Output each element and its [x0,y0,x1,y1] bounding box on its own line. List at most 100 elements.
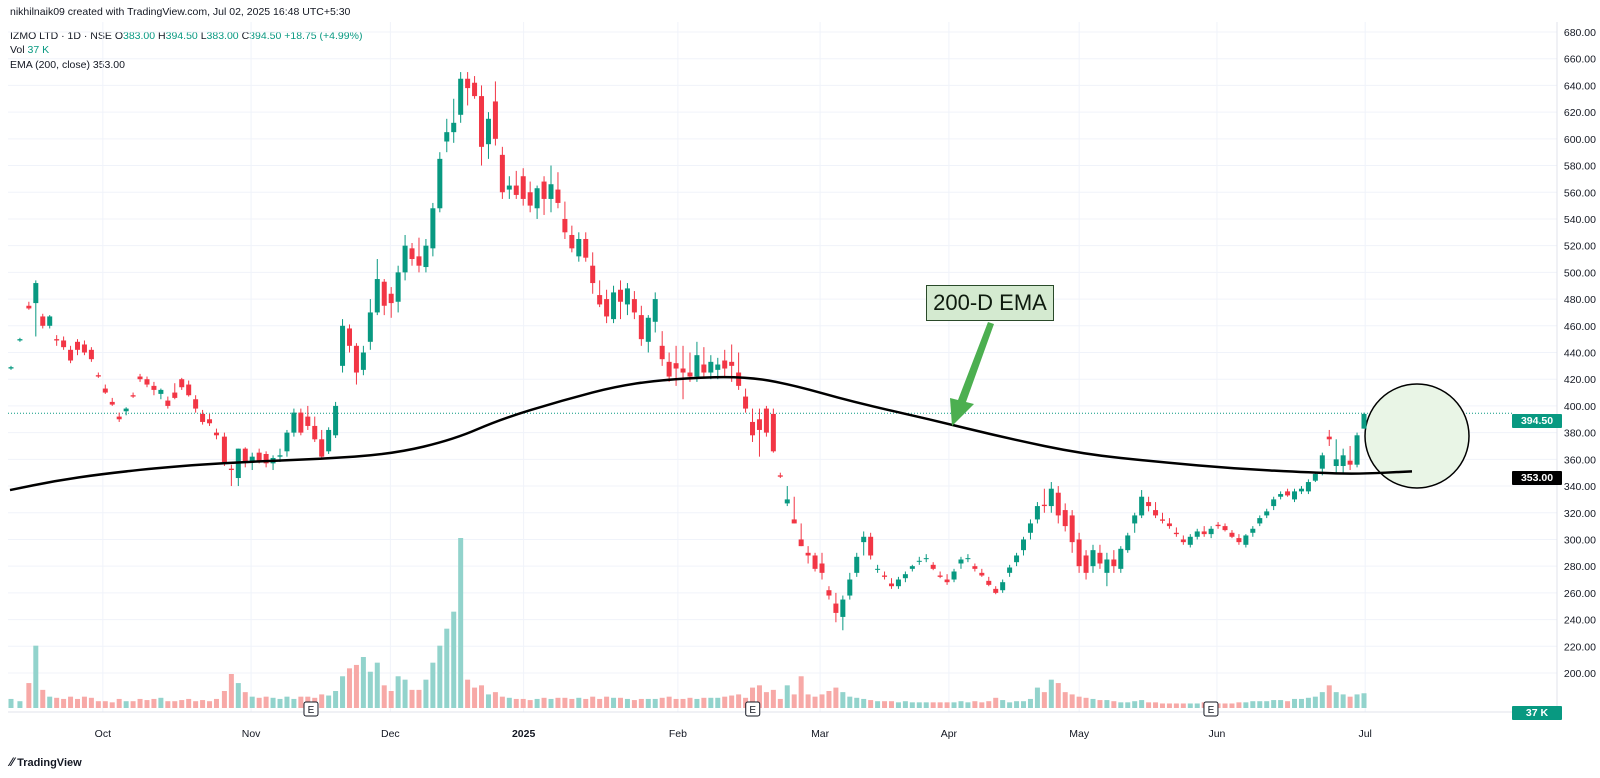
volume-bar [979,702,985,708]
candle-body [242,448,248,463]
volume-bar [1243,702,1249,708]
candle-body [1083,555,1089,573]
volume-bar [1305,697,1311,708]
volume-bar [8,698,14,708]
annotation-arrow-icon [950,322,994,426]
candle-body [1222,526,1228,531]
candle-body [409,248,415,260]
volume-bar [937,702,943,708]
candle-body [1292,491,1298,500]
price-tick-label: 680.00 [1564,27,1596,39]
ema-label: EMA (200, close) [10,59,90,71]
candle-body [854,556,860,573]
volume-bar [652,698,658,708]
candle-body [151,385,157,390]
price-tick-label: 260.00 [1564,588,1596,600]
candle-body [1153,510,1159,516]
candle-body [130,395,136,397]
candle-body [374,279,380,313]
price-tick-label: 360.00 [1564,454,1596,466]
candle-body [319,439,325,457]
candle-body [256,452,262,463]
volume-bar [604,696,610,708]
candle-body [1347,460,1353,465]
earnings-marker: E [745,701,761,717]
volume-bar [944,702,950,708]
volume-bar [479,685,485,708]
candle-body [1090,550,1096,567]
tradingview-logo[interactable]: ⁄⁄ TradingView [10,755,82,769]
candle-body [228,468,234,471]
volume-label: Vol [10,44,25,56]
volume-bar [472,687,478,708]
candle-body [1062,510,1068,527]
volume-bar [930,702,936,708]
candle-body [673,363,679,369]
candle-body [826,590,832,596]
candle-body [1000,582,1006,591]
ema-value: 353.00 [92,59,125,71]
candle-body [340,325,346,366]
volume-bar [673,698,679,708]
candle-body [40,316,46,326]
volume-bar [1083,697,1089,708]
volume-bar [430,662,436,708]
volume-bar [381,685,387,708]
candle-body [47,316,53,326]
volume-bar [756,685,762,708]
volume-bar [333,691,339,708]
volume-bar [1271,700,1277,708]
candle-body [1069,515,1075,543]
candle-body [576,238,582,257]
volume-bar [1139,700,1145,708]
earnings-marker-box [303,701,319,717]
volume-bar [1354,694,1360,708]
candle-body [513,185,519,195]
candle-body [1305,482,1311,492]
volume-bar [1312,696,1318,708]
price-tick-label: 440.00 [1564,348,1596,360]
volume-bar [1090,698,1096,708]
volume-bar [1076,696,1082,708]
candle-body [207,419,213,424]
candle-body [715,364,721,370]
candle-body [569,234,575,249]
volume-bar [1333,692,1339,708]
candle-body [291,412,297,433]
volume-bar [1250,701,1256,708]
candle-body [986,580,992,585]
candle-body [722,360,728,369]
volume-bar [263,696,269,708]
candle-body [1132,515,1138,524]
ema-value-badge: 353.00 [1512,471,1562,485]
volume-bar [513,698,519,708]
candlesticks [8,72,1367,631]
volume-bar [951,702,957,708]
volume-bar [576,697,582,708]
price-tick-label: 640.00 [1564,80,1596,92]
volume-line: Vol 37 K [10,44,49,57]
volume-bar [798,676,804,708]
candle-body [1361,413,1367,429]
earnings-marker-label: E [749,705,756,716]
volume-bar [909,702,915,708]
volume-bars [8,538,1367,708]
time-axis-labels: Oct Nov Dec 2025 Feb Mar Apr May Jun Jul [95,728,1372,740]
candle-body [298,412,304,433]
volume-bar [61,698,67,708]
volume-bar [875,701,881,708]
candle-body [1250,528,1256,533]
candle-body [1236,538,1242,543]
candle-body [784,499,790,504]
candle-body [1229,532,1235,537]
candle-body [1146,502,1152,507]
volume-bar [1361,693,1367,708]
volume-badge: 37 K [1512,706,1562,720]
volume-bar [569,698,575,708]
candle-body [1125,535,1131,551]
volume-bar [1264,701,1270,708]
candle-body [137,376,143,380]
volume-bar [1222,703,1228,708]
volume-bar [1014,701,1020,708]
